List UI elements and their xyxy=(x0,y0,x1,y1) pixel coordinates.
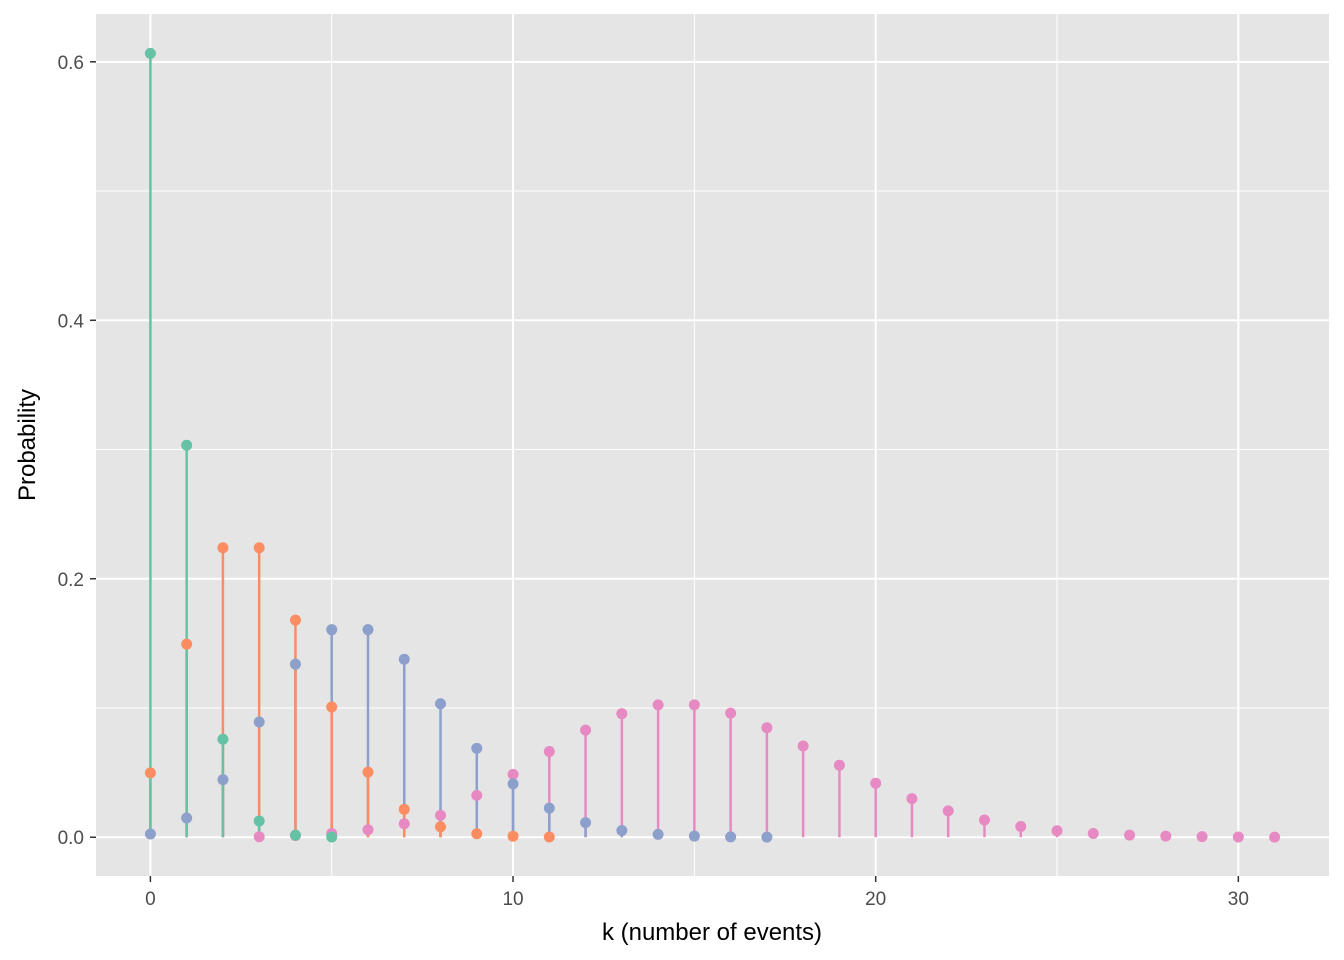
data-point xyxy=(471,742,483,754)
data-point xyxy=(144,767,156,779)
data-point xyxy=(543,802,555,814)
data-point xyxy=(833,759,845,771)
data-point xyxy=(797,740,809,752)
major-gridlines xyxy=(96,14,1329,876)
y-tick-label: 0.0 xyxy=(58,828,84,849)
data-point xyxy=(652,828,664,840)
x-tick-label: 0 xyxy=(145,889,156,910)
axes: 0 10 20 30 0.0 0.2 0.4 0.6 xyxy=(58,53,1249,910)
data-point xyxy=(507,778,519,790)
data-point xyxy=(507,830,519,842)
data-point xyxy=(181,638,193,650)
data-point xyxy=(906,793,918,805)
data-point xyxy=(1015,821,1027,833)
data-point xyxy=(761,722,773,734)
x-tick-label: 20 xyxy=(865,889,886,910)
x-tick-label: 10 xyxy=(502,889,523,910)
data-point xyxy=(326,701,338,713)
data-point xyxy=(217,542,229,554)
data-point xyxy=(181,812,193,824)
data-point xyxy=(253,815,265,827)
data-point xyxy=(580,817,592,829)
data-point xyxy=(253,831,265,843)
data-point xyxy=(652,699,664,711)
data-point xyxy=(1051,825,1063,837)
data-point xyxy=(978,814,990,826)
y-tick-label: 0.4 xyxy=(58,311,85,332)
data-point xyxy=(507,768,519,780)
data-point xyxy=(362,824,374,836)
data-point xyxy=(289,614,301,626)
data-point xyxy=(217,774,229,786)
data-point xyxy=(253,716,265,728)
data-point xyxy=(1124,829,1136,841)
data-point xyxy=(398,818,410,830)
data-point xyxy=(688,699,700,711)
x-tick-label: 30 xyxy=(1228,889,1249,910)
data-point xyxy=(942,805,954,817)
data-marks xyxy=(144,47,1281,843)
data-point xyxy=(362,766,374,778)
data-point xyxy=(761,831,773,843)
x-axis-title: k (number of events) xyxy=(602,919,822,946)
data-point xyxy=(326,624,338,636)
data-point xyxy=(217,733,229,745)
data-point xyxy=(1232,831,1244,843)
data-point xyxy=(144,828,156,840)
data-point xyxy=(144,47,156,59)
y-tick-label: 0.6 xyxy=(58,53,84,74)
data-point xyxy=(543,746,555,758)
data-point xyxy=(543,831,555,843)
data-point xyxy=(870,777,882,789)
data-point xyxy=(1196,831,1208,843)
data-point xyxy=(435,809,447,821)
data-point xyxy=(362,624,374,636)
data-point xyxy=(471,789,483,801)
data-point xyxy=(435,821,447,833)
panel-background xyxy=(96,14,1329,876)
data-point xyxy=(435,698,447,710)
data-point xyxy=(580,724,592,736)
data-point xyxy=(725,831,737,843)
data-point xyxy=(616,708,628,720)
data-point xyxy=(1269,831,1281,843)
data-point xyxy=(725,707,737,719)
data-point xyxy=(398,803,410,815)
minor-gridlines xyxy=(96,14,1329,876)
data-point xyxy=(688,830,700,842)
data-point xyxy=(253,542,265,554)
data-point xyxy=(1087,827,1099,839)
data-point xyxy=(181,439,193,451)
data-point xyxy=(289,829,301,841)
data-point xyxy=(1160,830,1172,842)
data-point xyxy=(471,828,483,840)
data-point xyxy=(289,658,301,670)
data-point xyxy=(326,831,338,843)
y-tick-label: 0.2 xyxy=(58,570,84,591)
data-point xyxy=(616,825,628,837)
data-point xyxy=(398,653,410,665)
y-axis-title: Probability xyxy=(14,389,41,501)
